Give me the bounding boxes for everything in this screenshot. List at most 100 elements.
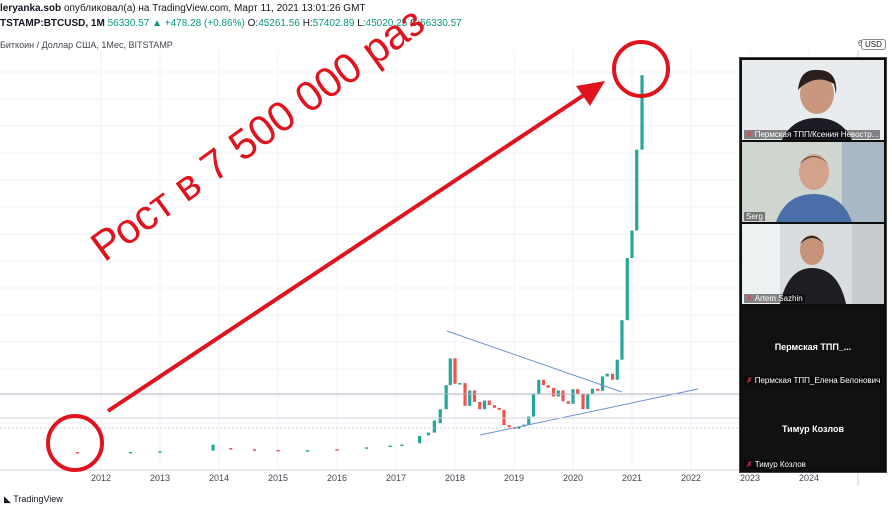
video-tile-5[interactable]: Тимур Козлов ✗ Тимур Козлов: [742, 388, 884, 470]
candle-down: [551, 387, 556, 397]
candle-up: [448, 358, 452, 386]
candle-up: [400, 444, 404, 447]
x-tick-label: 2022: [681, 473, 701, 483]
x-tick-label: 2017: [386, 473, 406, 483]
candle-down: [497, 407, 501, 410]
video-tile-4[interactable]: Пермская ТПП_... ✗ Пермская ТПП_Елена Бел…: [742, 306, 884, 386]
mic-muted-icon: ✗: [746, 460, 753, 469]
candle-up: [630, 230, 634, 259]
x-tick-label: 2021: [622, 473, 642, 483]
candle-up: [625, 258, 629, 321]
candle-down: [507, 425, 511, 428]
candle-up: [388, 445, 392, 448]
candle-down: [252, 449, 256, 451]
participant-name: Тимур Козлов: [754, 460, 806, 469]
high-label: H:: [302, 18, 313, 29]
participant-video-2: [742, 142, 884, 222]
x-tick-label: 2018: [445, 473, 465, 483]
high-value: 57402.89: [312, 18, 355, 29]
candle-up: [128, 451, 133, 454]
candle-down: [596, 388, 600, 391]
candle-down: [546, 385, 550, 388]
chart-title: Биткоин / Доллар США, 1Мес, BITSTAMP: [0, 40, 173, 50]
video-tile-2[interactable]: Serg: [742, 142, 884, 222]
x-tick-label: 2024: [799, 473, 819, 483]
candle-down: [335, 449, 339, 451]
x-tick-label: 2023: [740, 473, 760, 483]
x-tick-label: 2020: [563, 473, 583, 483]
candle-up: [432, 420, 436, 433]
candle-up: [438, 409, 442, 424]
participant-video-1: [742, 60, 884, 140]
ohlc-line: TSTAMP:BTCUSD, 1M 56330.57 ▲ +478.28 (+0…: [0, 18, 462, 29]
candle-up: [586, 394, 590, 410]
candle-up: [600, 376, 605, 391]
open-label: O:: [247, 18, 259, 29]
candle-down: [576, 389, 580, 395]
x-axis-ticks: 2012 2013 2014 2015 2016 2017 2018 2019 2020 2021…: [91, 473, 819, 483]
publish-text: опубликовал(а) на TradingView.com, Март …: [63, 3, 366, 14]
video-tile-3[interactable]: ✗ Artem Sazhin: [742, 224, 884, 304]
growth-arrow: [106, 91, 589, 413]
candle-up: [211, 444, 215, 451]
growth-annotation: [46, 40, 670, 472]
logo-icon: ◣: [4, 494, 11, 504]
mic-muted-icon: ✗: [746, 376, 753, 385]
participant-video-3: [742, 224, 884, 304]
candle-down: [566, 401, 570, 404]
candle-up: [517, 426, 521, 429]
close-value: 56330.57: [420, 18, 462, 29]
video-tile-1[interactable]: ✗ Пермская ТПП/Ксения Невостр...: [742, 60, 884, 140]
x-tick-label: 2016: [327, 473, 347, 483]
currency-button[interactable]: USD: [861, 39, 886, 50]
candle-up: [615, 359, 619, 380]
low-label: L:: [357, 18, 366, 29]
candle-down: [75, 451, 79, 454]
x-tick-label: 2019: [504, 473, 524, 483]
price-tick-top: 6: [858, 39, 862, 48]
candle-down: [276, 449, 280, 452]
candle-down: [453, 358, 457, 384]
candle-up: [482, 400, 487, 410]
candle-up: [640, 75, 644, 150]
candle-down: [541, 379, 546, 386]
candle-down: [561, 390, 565, 402]
mic-muted-icon: ✗: [746, 130, 753, 139]
participant-name: Artem Sazhin: [754, 294, 803, 303]
arrow-head-icon: [576, 81, 605, 106]
participant-name: Пермская ТПП/Ксения Невостр...: [754, 130, 879, 139]
candle-up: [158, 451, 162, 453]
candle-up: [620, 320, 624, 360]
candle-down: [229, 447, 233, 450]
participant-center-name: Пермская ТПП_...: [774, 342, 852, 352]
trend-drawings: [0, 330, 858, 436]
candle-up: [635, 149, 639, 231]
low-value: 45020.25: [365, 18, 408, 29]
candle-up: [605, 373, 609, 377]
candle-down: [487, 400, 491, 406]
last-price: 56330.57: [107, 18, 150, 29]
candle-down: [610, 373, 615, 380]
candle-up: [468, 390, 472, 406]
candle-up: [571, 389, 575, 404]
candle-up: [556, 390, 560, 397]
candle-up: [418, 435, 422, 444]
candle-up: [527, 416, 531, 425]
tradingview-logo: ◣ TradingView: [4, 494, 63, 505]
candle-down: [478, 401, 482, 410]
candle-up: [305, 450, 310, 452]
participant-center-name: Тимур Козлов: [782, 424, 844, 434]
candles-layer: [75, 75, 644, 454]
candle-up: [531, 394, 536, 417]
peak-circle: [612, 40, 670, 98]
publish-info: leryanka.sob опубликовал(а) на TradingVi…: [0, 3, 366, 14]
candle-up: [458, 383, 462, 385]
participant-name: Serg: [746, 212, 763, 221]
publisher-name: leryanka.sob: [0, 3, 62, 14]
x-tick-label: 2012: [91, 473, 111, 483]
video-panel: ✗ Пермская ТПП/Ксения Невостр... Serg ✗ Ar…: [739, 57, 887, 473]
candle-down: [581, 394, 585, 410]
x-tick-label: 2013: [150, 473, 170, 483]
candle-up: [537, 379, 541, 395]
